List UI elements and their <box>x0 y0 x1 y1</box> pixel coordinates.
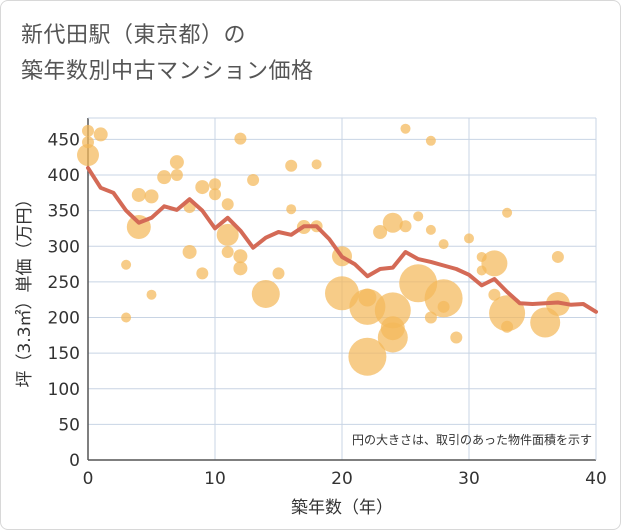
data-bubble <box>438 239 449 250</box>
y-tick-label: 400 <box>48 166 80 186</box>
chart-title-line-1: 新代田駅（東京都）の <box>21 23 247 48</box>
data-bubble <box>169 155 184 170</box>
data-bubble <box>121 259 132 270</box>
data-bubble <box>450 331 463 344</box>
data-bubble <box>481 250 508 277</box>
y-tick-label: 300 <box>48 237 80 257</box>
data-bubble <box>425 135 436 146</box>
data-bubble <box>311 159 322 170</box>
trend-line-group <box>86 165 598 314</box>
data-bubble <box>216 223 239 246</box>
data-bubble <box>170 169 183 181</box>
x-tick-label: 20 <box>331 469 353 489</box>
data-bubble <box>348 337 387 376</box>
y-axis-title: 坪（3.3㎡）単価（万円） <box>15 190 35 387</box>
axes: 0 50 100 150 200 250 300 350 400 450 0 10 20 30 40 <box>48 117 607 489</box>
y-tick-label: 450 <box>48 130 80 150</box>
data-bubble <box>502 207 513 218</box>
data-bubble <box>247 173 260 186</box>
data-bubble <box>399 220 412 233</box>
data-bubble <box>209 178 221 191</box>
data-bubble <box>233 261 248 276</box>
y-tick-label: 200 <box>48 309 80 329</box>
data-bubble <box>82 124 94 137</box>
x-tick-label: 0 <box>83 469 94 489</box>
trend-line <box>86 165 598 314</box>
data-bubble <box>501 320 514 333</box>
data-bubble <box>464 233 474 244</box>
y-tick-label: 100 <box>48 380 80 400</box>
x-tick-label: 10 <box>204 469 226 489</box>
data-bubble <box>182 244 197 259</box>
data-bubble <box>221 198 234 211</box>
data-bubble <box>551 250 564 263</box>
axis-labels: 築年数（年） 坪（3.3㎡）単価（万円） 円の大きさは、取引のあった物件面積を示… <box>15 190 592 518</box>
data-bubble <box>425 224 436 235</box>
data-bubble <box>82 136 94 149</box>
data-bubble <box>209 188 221 201</box>
x-axis-title: 築年数（年） <box>291 498 393 518</box>
data-bubble <box>377 322 408 353</box>
data-bubble <box>374 292 411 329</box>
data-bubble <box>489 295 526 332</box>
y-tick-label: 250 <box>48 273 80 293</box>
data-bubble <box>77 144 99 167</box>
data-bubble <box>93 127 108 142</box>
data-bubble <box>373 225 388 239</box>
data-bubble <box>382 212 403 233</box>
data-bubble <box>233 249 248 264</box>
data-bubble <box>424 279 463 318</box>
data-bubble <box>234 132 247 145</box>
y-tick-label: 150 <box>48 344 80 364</box>
data-bubble <box>530 307 561 338</box>
data-bubble <box>195 180 210 195</box>
data-bubble <box>121 312 132 323</box>
data-bubble <box>285 159 298 172</box>
data-bubble <box>272 267 285 280</box>
y-tick-label: 50 <box>58 415 80 435</box>
data-bubble <box>488 288 501 301</box>
y-tick-label: 350 <box>48 202 80 222</box>
data-bubble <box>437 300 450 313</box>
data-bubble <box>286 204 297 215</box>
data-bubble <box>157 170 172 185</box>
data-bubble <box>196 267 209 280</box>
data-bubble <box>144 189 159 204</box>
data-bubble <box>131 187 146 202</box>
data-bubble <box>146 289 157 300</box>
data-bubble <box>221 245 234 258</box>
data-bubble <box>413 211 424 222</box>
chart-title-line-2: 築年数別中古マンション価格 <box>21 59 314 84</box>
data-bubble <box>400 123 411 134</box>
y-tick-label: 0 <box>69 451 80 471</box>
x-tick-label: 40 <box>585 469 607 489</box>
x-tick-label: 30 <box>458 469 480 489</box>
data-bubble <box>251 279 280 308</box>
bubble-size-note: 円の大きさは、取引のあった物件面積を示す <box>352 432 592 447</box>
